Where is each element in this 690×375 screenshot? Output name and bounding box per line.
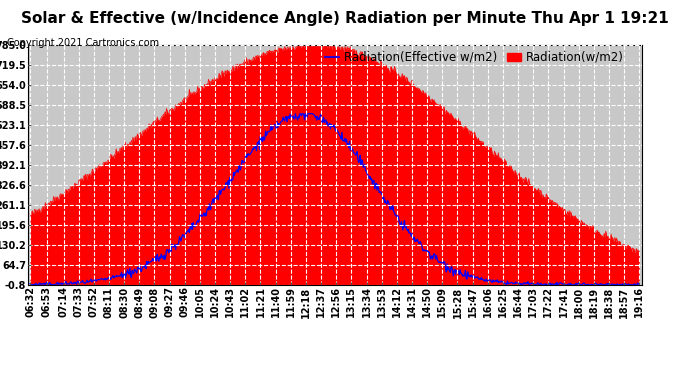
Legend: Radiation(Effective w/m2), Radiation(w/m2): Radiation(Effective w/m2), Radiation(w/m… (320, 46, 628, 69)
Text: Solar & Effective (w/Incidence Angle) Radiation per Minute Thu Apr 1 19:21: Solar & Effective (w/Incidence Angle) Ra… (21, 11, 669, 26)
Text: Copyright 2021 Cartronics.com: Copyright 2021 Cartronics.com (7, 38, 159, 48)
